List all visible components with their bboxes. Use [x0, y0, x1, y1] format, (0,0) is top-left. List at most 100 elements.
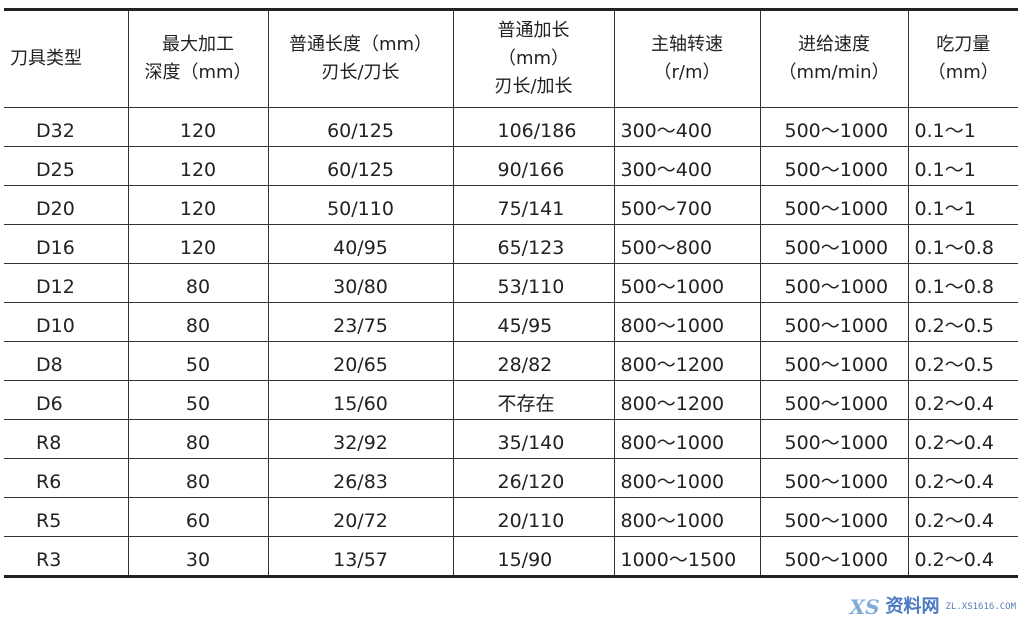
table-cell: D16 — [4, 224, 128, 264]
table-cell: 0.2～0.4 — [907, 380, 1018, 420]
table-cell: 30 — [127, 536, 268, 577]
table-cell: 45/95 — [452, 302, 614, 342]
table-cell: 23/75 — [267, 302, 453, 342]
table-cell: D10 — [4, 302, 128, 342]
table-cell: 0.1～0.8 — [907, 263, 1018, 303]
column-header-line: 深度（mm） — [144, 62, 252, 83]
table-cell: 500～1000 — [759, 185, 908, 225]
column-header-line: 吃刀量 — [936, 34, 991, 56]
table-cell: 0.2～0.5 — [907, 341, 1018, 381]
column-header: 主轴转速 （r/m） — [613, 9, 760, 108]
table-cell: 0.2～0.4 — [907, 458, 1018, 498]
column-header: 刀具类型 — [4, 9, 128, 108]
table-cell: 300～400 — [613, 107, 760, 147]
table-cell: 53/110 — [452, 263, 614, 303]
table-cell: 80 — [127, 263, 268, 303]
table-cell: 30/80 — [267, 263, 453, 303]
table-cell: R5 — [4, 497, 128, 537]
table-cell: 500～1000 — [759, 263, 908, 303]
table-row: R8 80 32/92 35/140 800～1000 500～1000 0.2～0.4 — [4, 419, 1018, 459]
table-cell: 50 — [127, 380, 268, 420]
table-row: D10 80 23/75 45/95 800～1000 500～1000 0.2～0.5 — [4, 302, 1018, 342]
column-header-line: 刃长/加长 — [494, 75, 573, 97]
table-cell: 500～700 — [613, 185, 760, 225]
table-cell: R6 — [4, 458, 128, 498]
table-cell: 800～1000 — [613, 497, 760, 537]
table-cell: 1000～1500 — [613, 536, 760, 577]
table-cell: 20/65 — [267, 341, 453, 381]
column-header: 普通长度（mm） 刃长/刀长 — [267, 9, 453, 108]
column-header: 吃刀量 （mm） — [907, 9, 1018, 108]
table-row: D25 120 60/125 90/166 300～400 500～1000 0.1～1 — [4, 146, 1018, 186]
table-cell: 120 — [127, 185, 268, 225]
table-cell: 500～1000 — [759, 497, 908, 537]
table-cell: D32 — [4, 107, 128, 147]
table-cell: 800～1000 — [613, 419, 760, 459]
table-cell: 800～1200 — [613, 380, 760, 420]
table-cell: 75/141 — [452, 185, 614, 225]
column-header: 普通加长 （mm） 刃长/加长 — [452, 9, 614, 108]
table-cell: R8 — [4, 419, 128, 459]
table-cell: 13/57 — [267, 536, 453, 577]
table-cell: 106/186 — [452, 107, 614, 147]
table-cell: 60/125 — [267, 146, 453, 186]
table-cell: 500～1000 — [759, 458, 908, 498]
table-cell: 800～1000 — [613, 458, 760, 498]
table-cell: 0.2～0.4 — [907, 419, 1018, 459]
table-cell: 500～1000 — [759, 419, 908, 459]
table-cell: 15/90 — [452, 536, 614, 577]
table-cell: 120 — [127, 146, 268, 186]
watermark-url: ZL.XS1616.COM — [945, 601, 1016, 612]
table-cell: 500～1000 — [759, 302, 908, 342]
table-cell: 50/110 — [267, 185, 453, 225]
table-cell: 500～1000 — [759, 536, 908, 577]
table-cell: 65/123 — [452, 224, 614, 264]
column-header-line: （mm） — [927, 62, 999, 83]
table-row: R6 80 26/83 26/120 800～1000 500～1000 0.2～0.4 — [4, 458, 1018, 498]
table-cell: 0.2～0.4 — [907, 536, 1018, 577]
table-row: D32 120 60/125 106/186 300～400 500～1000 0.1～1 — [4, 107, 1018, 147]
table-cell: R3 — [36, 548, 62, 571]
table-cell: 300～400 — [613, 146, 760, 186]
column-header-line: 普通加长 — [497, 20, 570, 42]
table-cell: 0.1～1 — [907, 185, 1018, 225]
table-cell: 0.2～0.5 — [907, 302, 1018, 342]
table-cell: D12 — [4, 263, 128, 303]
table-cell: D6 — [4, 380, 128, 420]
table-row: R5 60 20/72 20/110 800～1000 500～1000 0.2～0.4 — [4, 497, 1018, 537]
column-header-line: 主轴转速 — [651, 34, 723, 56]
watermark-text: 资料网 — [885, 596, 940, 617]
table-cell: 500～800 — [613, 224, 760, 264]
table-cell: 60 — [127, 497, 268, 537]
table-cell: 35/140 — [452, 419, 614, 459]
watermark-xs: XS — [849, 595, 880, 619]
table-cell: 20/110 — [452, 497, 614, 537]
header-row: 刀具类型 最大加工 深度（mm） 普通长度（mm） 刃长/刀长 普通加长 （mm） 刃长/加长… — [4, 9, 1018, 108]
table-cell: 32/92 — [267, 419, 453, 459]
table-cell: 90/166 — [452, 146, 614, 186]
table-cell: 0.1～1 — [907, 146, 1018, 186]
tool-parameters-table: 刀具类型 最大加工 深度（mm） 普通长度（mm） 刃长/刀长 普通加长 （mm） 刃长/加长… — [4, 8, 1018, 578]
table-cell: 500～1000 — [759, 380, 908, 420]
table-cell: D8 — [4, 341, 128, 381]
table-row: R3 30 13/57 15/90 1000～1500 500～1000 0.2～0.4 — [4, 536, 1018, 577]
table-row: D20 120 50/110 75/141 500～700 500～1000 0.1～1 — [4, 185, 1018, 225]
table-cell: 500～1000 — [759, 146, 908, 186]
column-header-line: 普通长度（mm） — [288, 34, 433, 56]
column-header-line: （r/m） — [653, 62, 721, 83]
table-cell: 0.2～0.4 — [907, 497, 1018, 537]
table-cell: D20 — [4, 185, 128, 225]
table-cell: 800～1000 — [613, 302, 760, 342]
column-header: 进给速度 （mm/min） — [759, 9, 908, 108]
table-cell: 20/72 — [267, 497, 453, 537]
table-cell: 120 — [127, 224, 268, 264]
table-cell: 120 — [127, 107, 268, 147]
table-cell: D25 — [4, 146, 128, 186]
watermark-logo: XS 资料网 ZL.XS1616.COM — [850, 594, 1016, 620]
table-cell: 60/125 — [267, 107, 453, 147]
table-cell: 80 — [127, 458, 268, 498]
column-header-line: 刀具类型 — [10, 48, 82, 70]
table-cell: 不存在 — [452, 380, 614, 420]
table-cell: 40/95 — [267, 224, 453, 264]
table-cell: 80 — [127, 302, 268, 342]
